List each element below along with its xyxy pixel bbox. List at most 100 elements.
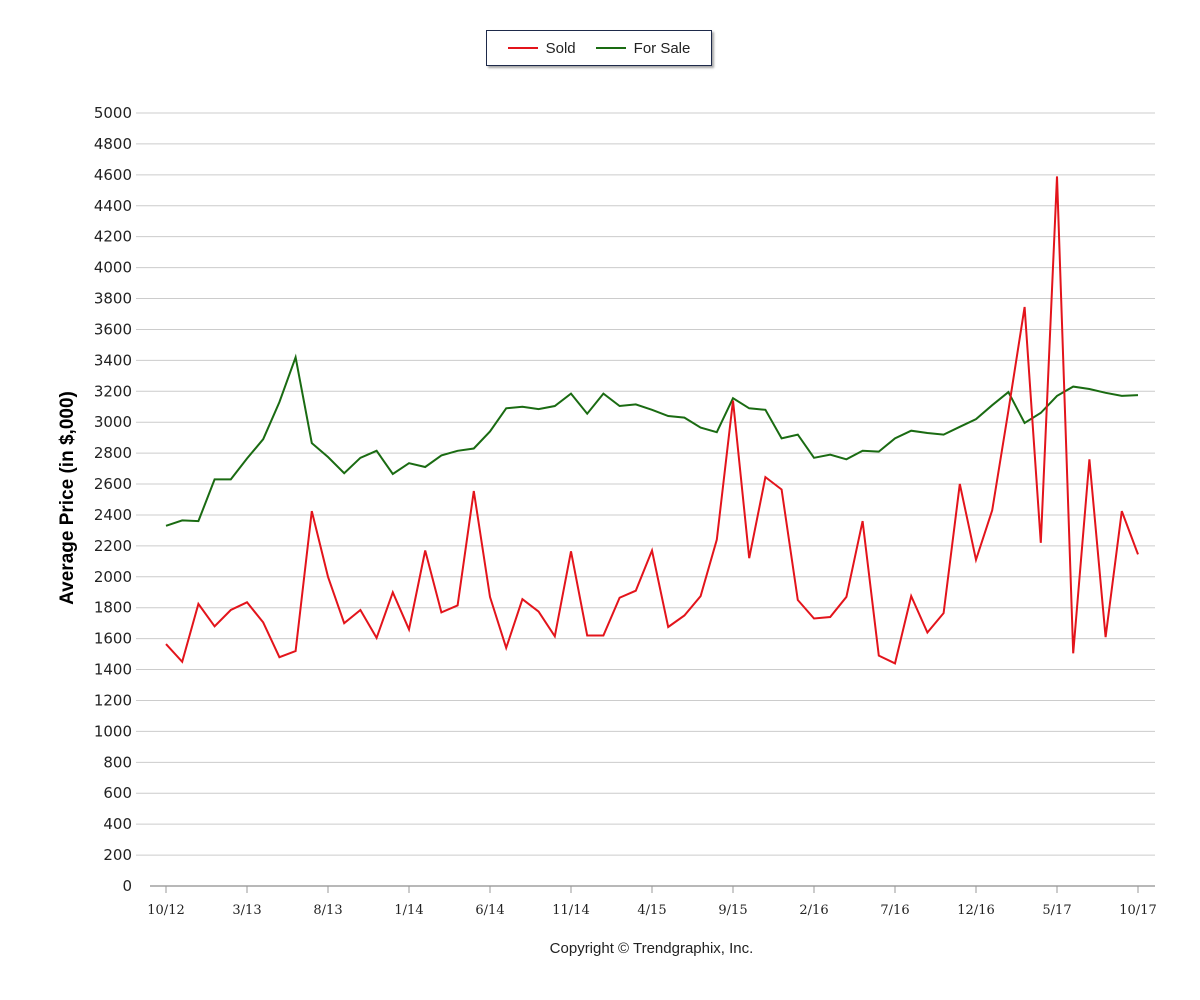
data-point-sold xyxy=(214,625,216,627)
x-tick-label: 5/17 xyxy=(1042,903,1071,918)
data-point-sold xyxy=(732,400,734,402)
data-point-for-sale xyxy=(943,434,945,436)
data-point-sold xyxy=(748,557,750,559)
x-tick-label: 10/17 xyxy=(1119,903,1156,918)
data-point-for-sale xyxy=(311,442,313,444)
data-point-for-sale xyxy=(1088,388,1090,390)
data-point-sold xyxy=(619,597,621,599)
y-tick-label: 1600 xyxy=(94,630,132,648)
y-tick-label: 2800 xyxy=(94,444,132,462)
data-point-for-sale xyxy=(457,450,459,452)
data-point-sold xyxy=(1024,306,1026,308)
y-tick-label: 5000 xyxy=(94,104,132,122)
x-tick-label: 9/15 xyxy=(718,903,747,918)
data-point-sold xyxy=(586,635,588,637)
chart-legend: Sold For Sale xyxy=(486,30,712,66)
series-line-sold xyxy=(165,176,1139,665)
data-point-sold xyxy=(521,598,523,600)
y-tick-label: 0 xyxy=(122,877,132,895)
data-point-for-sale xyxy=(635,403,637,405)
data-point-sold xyxy=(343,622,345,624)
data-point-for-sale xyxy=(262,438,264,440)
data-point-for-sale xyxy=(214,478,216,480)
x-tick-label: 3/13 xyxy=(232,903,261,918)
y-tick-label: 4600 xyxy=(94,166,132,184)
data-point-sold xyxy=(667,626,669,628)
data-point-for-sale xyxy=(246,458,248,460)
data-point-for-sale xyxy=(538,408,540,410)
data-point-for-sale xyxy=(278,401,280,403)
data-point-sold xyxy=(1121,510,1123,512)
data-point-sold xyxy=(181,661,183,663)
grid-lines xyxy=(136,112,1155,856)
data-point-for-sale xyxy=(619,405,621,407)
y-tick-label: 4000 xyxy=(94,259,132,277)
data-point-for-sale xyxy=(181,519,183,521)
data-point-for-sale xyxy=(343,472,345,474)
data-point-sold xyxy=(359,609,361,611)
data-point-sold xyxy=(797,599,799,601)
data-point-for-sale xyxy=(1105,392,1107,394)
data-point-sold xyxy=(975,559,977,561)
y-tick-label: 1000 xyxy=(94,722,132,740)
y-tick-label: 2600 xyxy=(94,475,132,493)
data-point-for-sale xyxy=(700,427,702,429)
data-point-sold xyxy=(473,490,475,492)
data-point-sold xyxy=(278,656,280,658)
data-point-for-sale xyxy=(764,409,766,411)
y-tick-label: 3800 xyxy=(94,290,132,308)
data-point-sold xyxy=(1056,175,1058,177)
data-point-sold xyxy=(262,621,264,623)
data-point-for-sale xyxy=(1007,391,1009,393)
data-point-sold xyxy=(197,603,199,605)
data-point-sold xyxy=(230,609,232,611)
data-point-for-sale xyxy=(878,451,880,453)
data-point-for-sale xyxy=(991,404,993,406)
data-point-for-sale xyxy=(829,454,831,456)
data-point-for-sale xyxy=(1040,412,1042,414)
data-point-for-sale xyxy=(1024,422,1026,424)
data-point-for-sale xyxy=(667,415,669,417)
data-point-for-sale xyxy=(602,393,604,395)
x-tick-label: 11/14 xyxy=(552,903,589,918)
data-point-sold xyxy=(376,637,378,639)
data-point-sold xyxy=(1105,636,1107,638)
y-tick-label: 800 xyxy=(103,753,132,771)
data-point-sold xyxy=(910,595,912,597)
x-tick-label: 4/15 xyxy=(637,903,666,918)
data-point-for-sale xyxy=(489,430,491,432)
data-point-sold xyxy=(991,509,993,511)
data-point-sold xyxy=(781,488,783,490)
legend-item-sold[interactable]: Sold xyxy=(507,40,576,57)
data-point-sold xyxy=(683,614,685,616)
data-series xyxy=(165,175,1139,665)
data-point-for-sale xyxy=(165,525,167,527)
x-tick-label: 1/14 xyxy=(394,903,423,918)
copyright-text: Copyright © Trendgraphix, Inc. xyxy=(549,940,754,957)
y-axis-label: Average Price (in $,000) xyxy=(57,391,78,605)
data-point-for-sale xyxy=(1137,394,1139,396)
data-point-for-sale xyxy=(295,356,297,358)
x-tick-label: 10/12 xyxy=(147,903,184,918)
data-point-sold xyxy=(295,650,297,652)
y-tick-label: 4200 xyxy=(94,228,132,246)
data-point-sold xyxy=(1072,652,1074,654)
y-tick-label: 3400 xyxy=(94,351,132,369)
data-point-for-sale xyxy=(732,397,734,399)
y-tick-label: 3600 xyxy=(94,320,132,338)
y-tick-label: 1800 xyxy=(94,599,132,617)
data-point-for-sale xyxy=(230,478,232,480)
data-point-for-sale xyxy=(813,457,815,459)
data-point-sold xyxy=(602,635,604,637)
data-point-for-sale xyxy=(1072,386,1074,388)
data-point-for-sale xyxy=(554,405,556,407)
data-point-sold xyxy=(327,576,329,578)
data-point-sold xyxy=(1040,542,1042,544)
y-tick-label: 1200 xyxy=(94,691,132,709)
data-point-for-sale xyxy=(376,450,378,452)
data-point-sold xyxy=(651,550,653,552)
data-point-for-sale xyxy=(521,406,523,408)
data-point-for-sale xyxy=(683,417,685,419)
legend-swatch-sold xyxy=(507,47,538,49)
legend-item-for-sale[interactable]: For Sale xyxy=(595,40,690,57)
